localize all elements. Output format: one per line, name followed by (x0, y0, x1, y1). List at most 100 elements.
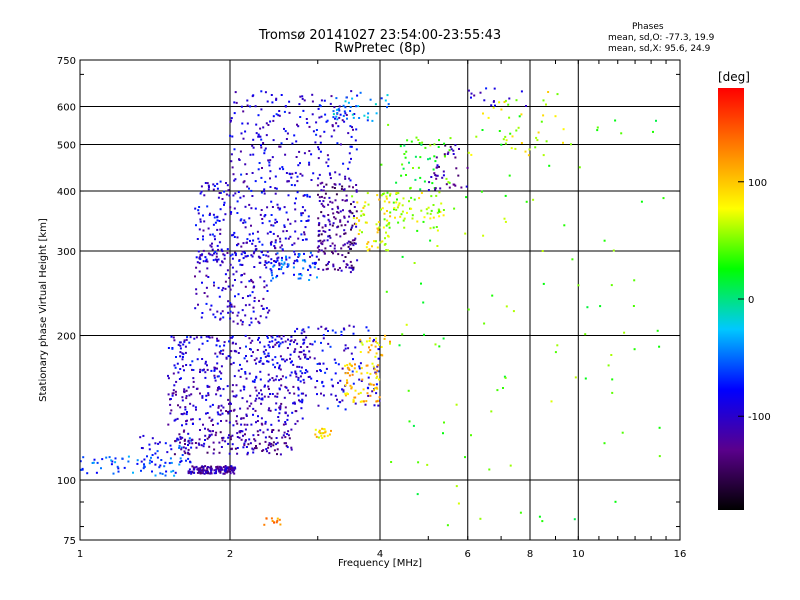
data-point (433, 143, 436, 146)
data-point (334, 199, 337, 202)
data-point (298, 365, 301, 368)
data-point (324, 247, 327, 250)
data-point (422, 301, 425, 304)
data-point (266, 335, 269, 338)
data-point (502, 387, 504, 389)
data-point (242, 181, 245, 184)
data-point (348, 362, 351, 365)
data-point (584, 377, 587, 380)
data-point (156, 456, 159, 459)
data-point (210, 245, 213, 248)
data-point (324, 230, 327, 233)
data-point (230, 469, 233, 472)
data-point (251, 380, 254, 383)
data-point (329, 102, 332, 105)
data-point (280, 268, 283, 271)
data-point (227, 411, 229, 413)
data-point (305, 220, 308, 222)
data-point (172, 469, 175, 472)
data-point (309, 255, 311, 258)
data-point (195, 446, 198, 449)
data-point (183, 388, 186, 391)
data-point (220, 372, 223, 375)
data-point (275, 437, 278, 439)
data-point (202, 466, 205, 469)
data-point (244, 372, 247, 375)
data-point (241, 397, 244, 400)
data-point (414, 155, 417, 158)
data-point (199, 218, 202, 221)
data-point (332, 212, 335, 215)
data-point (236, 432, 239, 435)
data-point (222, 287, 225, 290)
data-point (300, 233, 303, 236)
data-point (244, 433, 246, 436)
data-point (360, 367, 363, 370)
data-point (191, 368, 193, 371)
data-point (242, 195, 245, 198)
data-point (309, 266, 312, 269)
data-point (320, 99, 323, 102)
data-point (425, 208, 428, 211)
data-point (248, 187, 250, 190)
data-point (187, 452, 190, 455)
data-point (232, 471, 235, 474)
data-point (190, 446, 193, 449)
data-point (556, 344, 559, 347)
data-point (395, 208, 398, 211)
data-point (262, 307, 265, 310)
data-point (353, 222, 356, 225)
data-point (178, 446, 181, 449)
data-point (182, 446, 185, 449)
data-point (289, 235, 292, 238)
data-point (222, 388, 225, 391)
data-point (268, 309, 271, 312)
x-axis-label: Frequency [MHz] (337, 558, 423, 569)
data-point (263, 523, 266, 526)
data-point (246, 185, 249, 188)
data-point (366, 119, 369, 122)
data-point (410, 140, 413, 143)
data-point (443, 421, 445, 424)
data-point (375, 223, 378, 226)
data-point (110, 459, 113, 462)
data-point (346, 220, 349, 223)
data-point (376, 246, 379, 249)
data-point (347, 101, 350, 104)
data-point (223, 203, 225, 206)
data-point (233, 207, 236, 210)
data-point (204, 376, 207, 379)
data-point (278, 264, 281, 267)
data-point (467, 89, 470, 92)
data-point (241, 274, 243, 276)
data-point (449, 137, 452, 140)
data-point (352, 217, 355, 220)
data-point (221, 261, 224, 264)
data-point (184, 438, 186, 441)
data-point (373, 338, 375, 341)
data-point (191, 423, 194, 425)
data-point (284, 130, 287, 133)
data-point (436, 211, 439, 214)
data-point (275, 113, 278, 116)
data-point (352, 116, 355, 119)
data-point (248, 303, 251, 306)
data-point (408, 200, 410, 203)
data-point (318, 429, 321, 432)
data-point (298, 399, 300, 402)
data-point (405, 323, 408, 326)
data-point (281, 358, 283, 361)
data-point (496, 389, 499, 392)
data-point (527, 154, 530, 157)
data-point (267, 360, 270, 363)
data-point (540, 120, 543, 123)
data-point (277, 256, 280, 259)
data-point (470, 434, 472, 437)
data-point (173, 339, 176, 342)
data-point (392, 201, 395, 204)
data-point (206, 364, 208, 367)
data-point (207, 227, 210, 230)
data-point (316, 363, 319, 365)
data-point (199, 468, 202, 471)
data-point (380, 346, 383, 348)
